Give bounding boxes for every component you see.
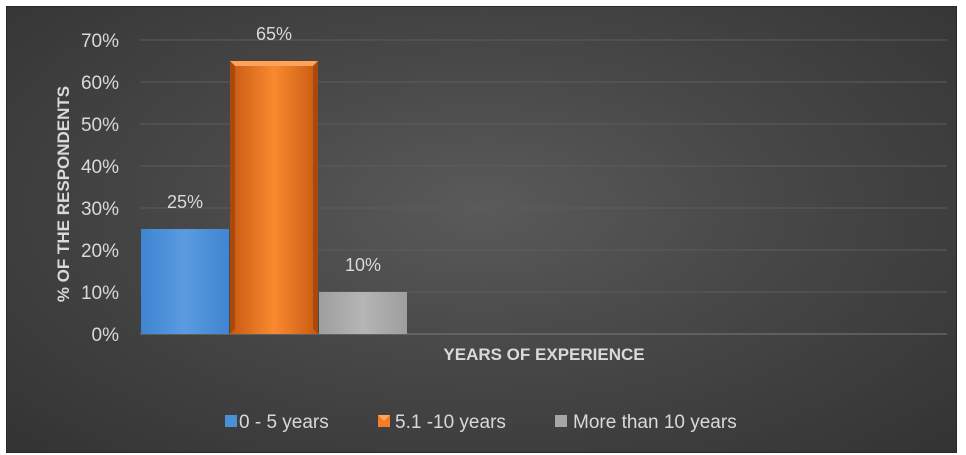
y-tick-label: 30% (81, 199, 119, 220)
bar-2 (230, 61, 318, 334)
y-tick-label: 0% (92, 325, 120, 346)
bar-rect (230, 61, 318, 334)
bar-rect (141, 229, 229, 334)
bar-bevel-right (313, 61, 318, 334)
y-tick-label: 50% (81, 115, 119, 136)
bar-bevel-top (230, 61, 318, 66)
legend-swatch (555, 415, 567, 427)
legend-item-2: 5.1 -10 years (378, 412, 506, 433)
bar-rect (319, 292, 407, 334)
legend-label: 0 - 5 years (239, 412, 329, 433)
y-tick-label: 20% (81, 241, 119, 262)
bar-1 (141, 229, 229, 334)
legend-item-3: More than 10 years (555, 412, 737, 433)
y-tick-label: 10% (81, 283, 119, 304)
x-axis-title: YEARS OF EXPERIENCE (443, 345, 644, 364)
data-label: 10% (345, 255, 381, 275)
data-label: 65% (256, 24, 292, 44)
y-tick-label: 70% (81, 31, 119, 52)
legend-swatch-bevel (378, 415, 390, 421)
bar-3 (319, 292, 407, 334)
legend-item-1: 0 - 5 years (225, 412, 329, 433)
legend-label: More than 10 years (573, 412, 737, 433)
data-label: 25% (167, 192, 203, 212)
bar-bevel-left (230, 61, 235, 334)
bar-chart: 0% 10% 20% 30% 40% 50% 60% 70% 25% 65% 10% YEARS … (54, 24, 947, 433)
y-tick-label: 60% (81, 73, 119, 94)
chart-area: 0% 10% 20% 30% 40% 50% 60% 70% 25% 65% 10% YEARS … (6, 6, 957, 453)
legend-label: 5.1 -10 years (395, 412, 506, 433)
legend-swatch (225, 415, 237, 427)
y-axis-title: % OF THE RESPONDENTS (54, 86, 73, 302)
y-tick-label: 40% (81, 157, 119, 178)
legend: 0 - 5 years 5.1 -10 years More than 10 yea… (225, 412, 737, 433)
